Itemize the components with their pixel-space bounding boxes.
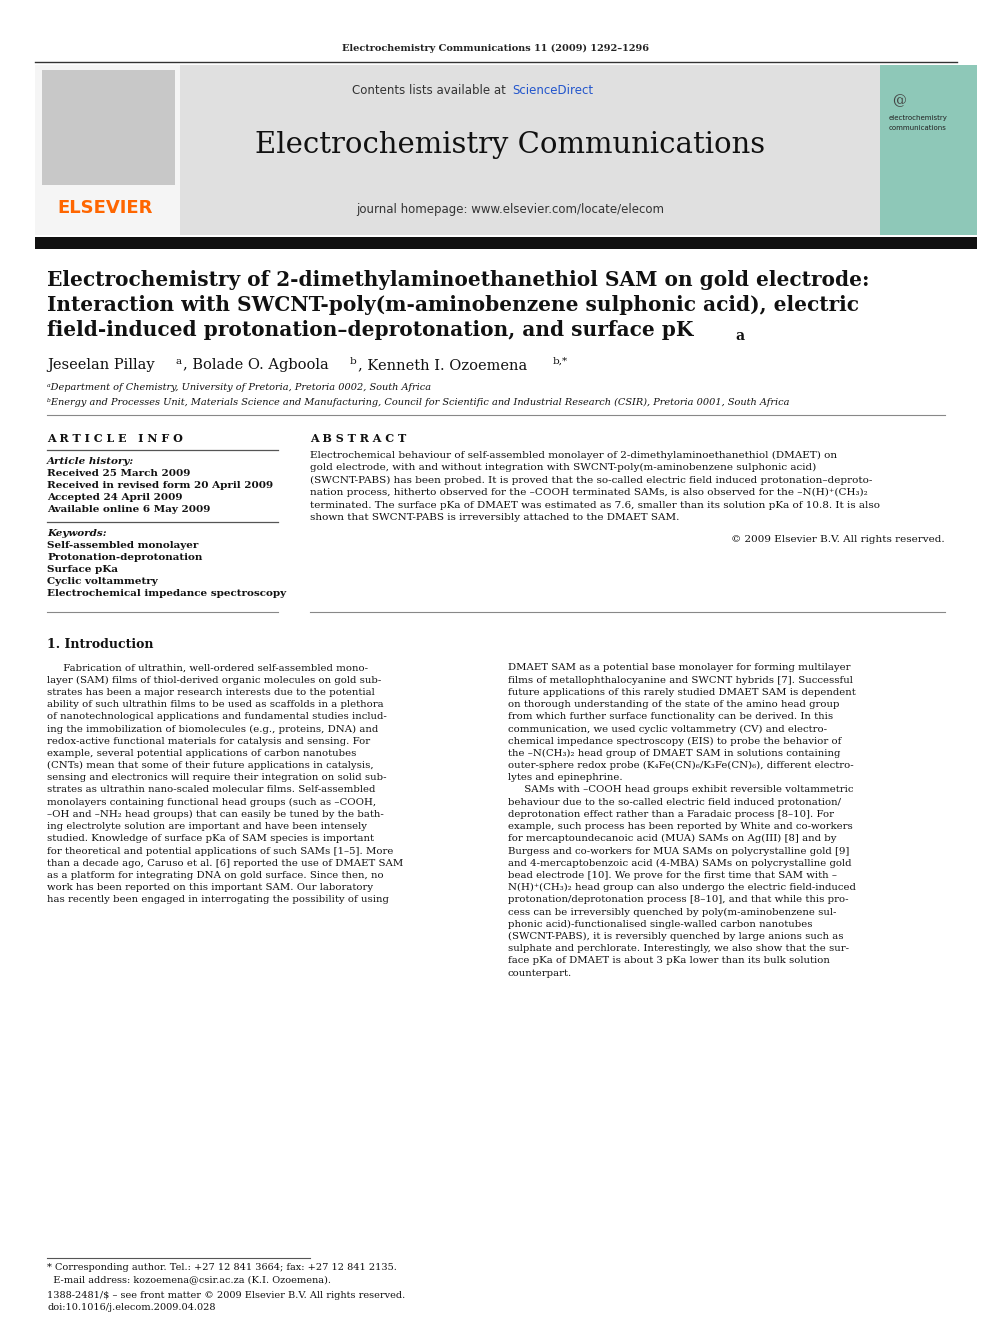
Text: 1. Introduction: 1. Introduction (47, 639, 154, 651)
Text: b: b (350, 356, 357, 365)
Text: sensing and electronics will require their integration on solid sub-: sensing and electronics will require the… (47, 774, 387, 782)
Text: strates has been a major research interests due to the potential: strates has been a major research intere… (47, 688, 375, 697)
Text: outer-sphere redox probe (K₄Fe(CN)₆/K₃Fe(CN)₆), different electro-: outer-sphere redox probe (K₄Fe(CN)₆/K₃Fe… (508, 761, 854, 770)
Text: E-mail address: kozoemena@csir.ac.za (K.I. Ozoemena).: E-mail address: kozoemena@csir.ac.za (K.… (47, 1275, 331, 1285)
Text: face pKa of DMAET is about 3 pKa lower than its bulk solution: face pKa of DMAET is about 3 pKa lower t… (508, 957, 830, 966)
Text: Electrochemical behaviour of self-assembled monolayer of 2-dimethylaminoethaneth: Electrochemical behaviour of self-assemb… (310, 450, 837, 459)
Text: SAMs with –COOH head groups exhibit reversible voltammetric: SAMs with –COOH head groups exhibit reve… (508, 786, 853, 795)
Text: Available online 6 May 2009: Available online 6 May 2009 (47, 505, 210, 515)
Text: ᵇEnergy and Processes Unit, Materials Science and Manufacturing, Council for Sci: ᵇEnergy and Processes Unit, Materials Sc… (47, 397, 790, 406)
Text: communications: communications (889, 124, 947, 131)
Text: the –N(CH₃)₂ head group of DMAET SAM in solutions containing: the –N(CH₃)₂ head group of DMAET SAM in … (508, 749, 840, 758)
Text: monolayers containing functional head groups (such as –COOH,: monolayers containing functional head gr… (47, 798, 376, 807)
Text: on thorough understanding of the state of the amino head group: on thorough understanding of the state o… (508, 700, 839, 709)
Text: as a platform for integrating DNA on gold surface. Since then, no: as a platform for integrating DNA on gol… (47, 871, 384, 880)
Text: A B S T R A C T: A B S T R A C T (310, 433, 407, 443)
Text: journal homepage: www.elsevier.com/locate/elecom: journal homepage: www.elsevier.com/locat… (356, 204, 664, 217)
Text: than a decade ago, Caruso et al. [6] reported the use of DMAET SAM: than a decade ago, Caruso et al. [6] rep… (47, 859, 404, 868)
Text: Burgess and co-workers for MUA SAMs on polycrystalline gold [9]: Burgess and co-workers for MUA SAMs on p… (508, 847, 849, 856)
Text: , Bolade O. Agboola: , Bolade O. Agboola (183, 359, 328, 372)
Text: nation process, hitherto observed for the –COOH terminated SAMs, is also observe: nation process, hitherto observed for th… (310, 488, 868, 497)
Text: 1388-2481/$ – see front matter © 2009 Elsevier B.V. All rights reserved.: 1388-2481/$ – see front matter © 2009 El… (47, 1290, 406, 1299)
Text: N(H)⁺(CH₃)₂ head group can also undergo the electric field-induced: N(H)⁺(CH₃)₂ head group can also undergo … (508, 882, 856, 892)
Text: has recently been engaged in interrogating the possibility of using: has recently been engaged in interrogati… (47, 896, 389, 905)
Text: ing the immobilization of biomolecules (e.g., proteins, DNA) and: ing the immobilization of biomolecules (… (47, 725, 378, 733)
Text: (SWCNT-PABS), it is reversibly quenched by large anions such as: (SWCNT-PABS), it is reversibly quenched … (508, 931, 843, 941)
Text: (SWCNT-PABS) has been probed. It is proved that the so-called electric field ind: (SWCNT-PABS) has been probed. It is prov… (310, 475, 872, 484)
Text: Keywords:: Keywords: (47, 528, 106, 537)
Text: shown that SWCNT-PABS is irreversibly attached to the DMAET SAM.: shown that SWCNT-PABS is irreversibly at… (310, 513, 680, 523)
Text: b,*: b,* (553, 356, 568, 365)
Text: from which further surface functionality can be derived. In this: from which further surface functionality… (508, 712, 833, 721)
Text: studied. Knowledge of surface pKa of SAM species is important: studied. Knowledge of surface pKa of SAM… (47, 835, 374, 843)
Text: and 4-mercaptobenzoic acid (4-MBA) SAMs on polycrystalline gold: and 4-mercaptobenzoic acid (4-MBA) SAMs … (508, 859, 851, 868)
Text: doi:10.1016/j.elecom.2009.04.028: doi:10.1016/j.elecom.2009.04.028 (47, 1303, 215, 1311)
Text: protonation/deprotonation process [8–10], and that while this pro-: protonation/deprotonation process [8–10]… (508, 896, 848, 905)
Text: field-induced protonation–deprotonation, and surface pK: field-induced protonation–deprotonation,… (47, 320, 693, 340)
Text: ability of such ultrathin films to be used as scaffolds in a plethora: ability of such ultrathin films to be us… (47, 700, 384, 709)
Text: layer (SAM) films of thiol-derived organic molecules on gold sub-: layer (SAM) films of thiol-derived organ… (47, 676, 381, 685)
Text: Protonation-deprotonation: Protonation-deprotonation (47, 553, 202, 562)
Text: Contents lists available at: Contents lists available at (352, 83, 510, 97)
Text: bead electrode [10]. We prove for the first time that SAM with –: bead electrode [10]. We prove for the fi… (508, 871, 837, 880)
Text: cess can be irreversibly quenched by poly(m-aminobenzene sul-: cess can be irreversibly quenched by pol… (508, 908, 836, 917)
Text: Electrochemistry of 2-dimethylaminoethanethiol SAM on gold electrode:: Electrochemistry of 2-dimethylaminoethan… (47, 270, 870, 290)
Text: lytes and epinephrine.: lytes and epinephrine. (508, 774, 623, 782)
Text: Self-assembled monolayer: Self-assembled monolayer (47, 541, 198, 550)
Text: ScienceDirect: ScienceDirect (512, 83, 593, 97)
Text: work has been reported on this important SAM. Our laboratory: work has been reported on this important… (47, 882, 373, 892)
Text: ELSEVIER: ELSEVIER (57, 198, 153, 217)
Text: (CNTs) mean that some of their future applications in catalysis,: (CNTs) mean that some of their future ap… (47, 761, 374, 770)
Text: chemical impedance spectroscopy (EIS) to probe the behavior of: chemical impedance spectroscopy (EIS) to… (508, 737, 841, 746)
Text: Interaction with SWCNT-poly(m-aminobenzene sulphonic acid), electric: Interaction with SWCNT-poly(m-aminobenze… (47, 295, 859, 315)
Text: phonic acid)-functionalised single-walled carbon nanotubes: phonic acid)-functionalised single-walle… (508, 919, 812, 929)
Text: * Corresponding author. Tel.: +27 12 841 3664; fax: +27 12 841 2135.: * Corresponding author. Tel.: +27 12 841… (47, 1263, 397, 1273)
Text: for theoretical and potential applications of such SAMs [1–5]. More: for theoretical and potential applicatio… (47, 847, 394, 856)
Text: Received in revised form 20 April 2009: Received in revised form 20 April 2009 (47, 482, 273, 491)
Text: sulphate and perchlorate. Interestingly, we also show that the sur-: sulphate and perchlorate. Interestingly,… (508, 945, 849, 953)
Text: films of metallophthalocyanine and SWCNT hybrids [7]. Successful: films of metallophthalocyanine and SWCNT… (508, 676, 853, 685)
Text: Electrochemical impedance spectroscopy: Electrochemical impedance spectroscopy (47, 590, 286, 598)
Text: DMAET SAM as a potential base monolayer for forming multilayer: DMAET SAM as a potential base monolayer … (508, 664, 850, 672)
Text: terminated. The surface pKa of DMAET was estimated as 7.6, smaller than its solu: terminated. The surface pKa of DMAET was… (310, 500, 880, 509)
Text: Fabrication of ultrathin, well-ordered self-assembled mono-: Fabrication of ultrathin, well-ordered s… (47, 664, 368, 672)
Text: future applications of this rarely studied DMAET SAM is dependent: future applications of this rarely studi… (508, 688, 856, 697)
Text: ᵃDepartment of Chemistry, University of Pretoria, Pretoria 0002, South Africa: ᵃDepartment of Chemistry, University of … (47, 384, 432, 393)
Text: , Kenneth I. Ozoemena: , Kenneth I. Ozoemena (358, 359, 528, 372)
Text: strates as ultrathin nano-scaled molecular films. Self-assembled: strates as ultrathin nano-scaled molecul… (47, 786, 375, 795)
Text: gold electrode, with and without integration with SWCNT-poly(m-aminobenzene sulp: gold electrode, with and without integra… (310, 463, 816, 472)
Text: electrochemistry: electrochemistry (889, 115, 948, 120)
Text: deprotonation effect rather than a Faradaic process [8–10]. For: deprotonation effect rather than a Farad… (508, 810, 834, 819)
Text: Cyclic voltammetry: Cyclic voltammetry (47, 578, 158, 586)
Text: Surface pKa: Surface pKa (47, 565, 118, 574)
Text: for mercaptoundecanoic acid (MUA) SAMs on Ag(III) [8] and by: for mercaptoundecanoic acid (MUA) SAMs o… (508, 835, 836, 843)
Text: Jeseelan Pillay: Jeseelan Pillay (47, 359, 155, 372)
Text: Article history:: Article history: (47, 456, 134, 466)
Text: of nanotechnological applications and fundamental studies includ-: of nanotechnological applications and fu… (47, 712, 387, 721)
Text: redox-active functional materials for catalysis and sensing. For: redox-active functional materials for ca… (47, 737, 370, 746)
Text: A R T I C L E   I N F O: A R T I C L E I N F O (47, 433, 183, 443)
Text: ing electrolyte solution are important and have been intensely: ing electrolyte solution are important a… (47, 822, 367, 831)
Text: Electrochemistry Communications 11 (2009) 1292–1296: Electrochemistry Communications 11 (2009… (342, 44, 650, 53)
Text: Received 25 March 2009: Received 25 March 2009 (47, 470, 190, 479)
Text: a: a (735, 329, 744, 343)
Text: –OH and –NH₂ head groups) that can easily be tuned by the bath-: –OH and –NH₂ head groups) that can easil… (47, 810, 384, 819)
Text: behaviour due to the so-called electric field induced protonation/: behaviour due to the so-called electric … (508, 798, 841, 807)
Text: example, several potential applications of carbon nanotubes: example, several potential applications … (47, 749, 356, 758)
Text: communication, we used cyclic voltammetry (CV) and electro-: communication, we used cyclic voltammetr… (508, 725, 827, 733)
Text: © 2009 Elsevier B.V. All rights reserved.: © 2009 Elsevier B.V. All rights reserved… (731, 536, 945, 545)
Text: Accepted 24 April 2009: Accepted 24 April 2009 (47, 493, 183, 503)
Text: @: @ (892, 93, 906, 107)
Text: a: a (175, 356, 182, 365)
Text: counterpart.: counterpart. (508, 968, 572, 978)
Text: example, such process has been reported by White and co-workers: example, such process has been reported … (508, 822, 853, 831)
Text: Electrochemistry Communications: Electrochemistry Communications (255, 131, 765, 159)
